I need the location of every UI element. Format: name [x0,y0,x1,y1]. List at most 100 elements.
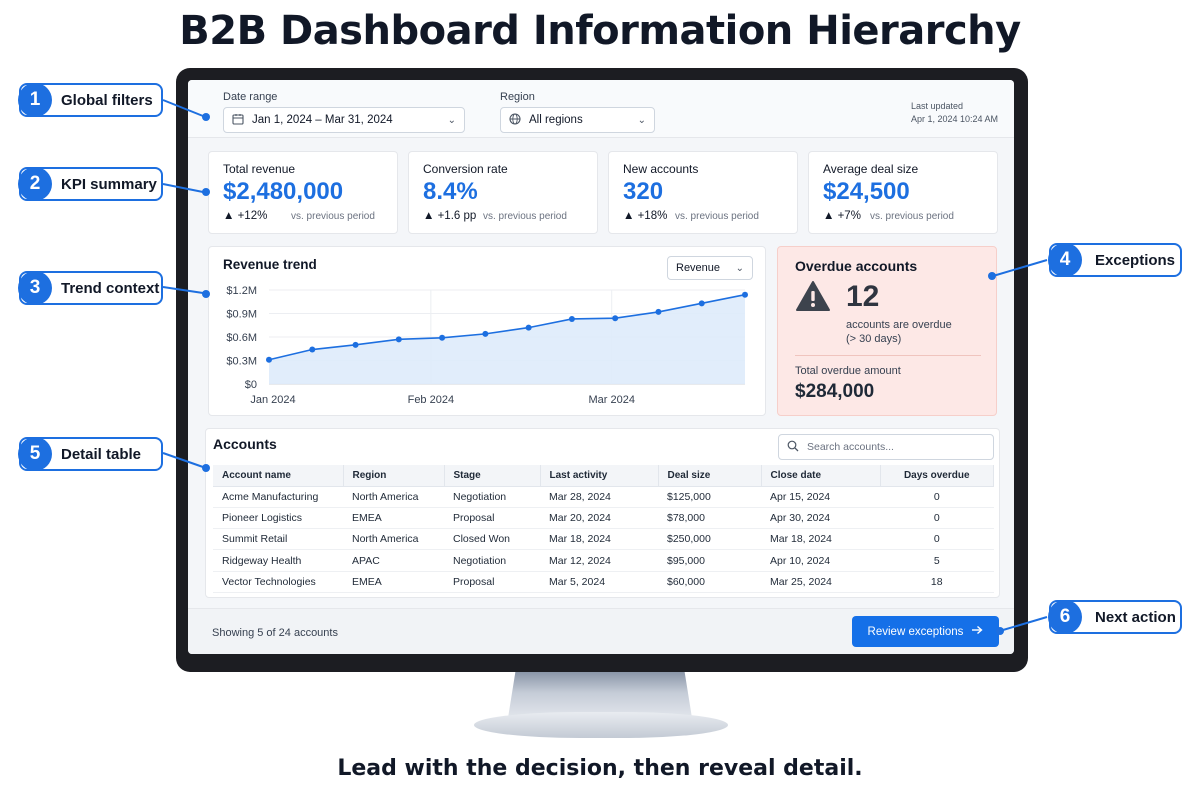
page-title: B2B Dashboard Information Hierarchy [179,8,1021,54]
cell-deal-size: $125,000 [658,486,761,508]
table-row[interactable]: Acme Manufacturing North America Negotia… [213,486,994,508]
callout-label: Detail table [61,446,142,463]
table-row[interactable]: Ridgeway Health APAC Negotiation Mar 12,… [213,549,994,572]
chevron-down-icon: ⌄ [735,262,744,274]
kpi-card-total-revenue[interactable]: Total revenue $2,480,000 ▲ +12% vs. prev… [208,151,398,234]
monitor-stand [508,672,692,718]
column-header[interactable]: Days overdue [880,465,994,487]
kpi-value: $2,480,000 [223,178,344,205]
kpi-comparison: vs. previous period [291,211,375,222]
kpi-delta: ▲ +18% [623,210,668,222]
chevron-down-icon: ⌄ [637,114,646,126]
data-point [352,341,359,348]
column-header[interactable]: Stage [444,465,541,487]
data-point [309,346,316,353]
cell-close-date: Mar 25, 2024 [761,571,880,593]
trend-title: Revenue trend [223,257,317,272]
cell-close-date: Apr 15, 2024 [761,486,880,508]
cell-days-overdue: 0 [880,528,994,551]
kpi-label: Conversion rate [423,162,508,176]
date-range-select[interactable]: Jan 1, 2024 – Mar 31, 2024 ⌄ [223,107,465,133]
cell-days-overdue: 0 [880,507,994,530]
cell-region: EMEA [343,571,444,593]
region-label: Region [500,91,535,103]
data-point [482,330,489,337]
cell-region: North America [343,528,444,551]
dashboard-screen: Date range Jan 1, 2024 – Mar 31, 2024 ⌄ … [188,80,1014,654]
warning-icon [795,280,831,312]
column-header[interactable]: Deal size [658,465,762,487]
cell-last-activity: Mar 28, 2024 [540,486,658,508]
kpi-card-conversion-rate[interactable]: Conversion rate 8.4% ▲ +1.6 pp vs. previ… [408,151,598,234]
column-header[interactable]: Account name [213,465,344,487]
y-tick-label: $0.3M [226,356,257,368]
x-tick-label: Mar 2024 [588,394,634,406]
search-input[interactable]: Search accounts... [778,434,994,460]
cell-account-name: Vector Technologies [213,571,343,593]
cell-stage: Proposal [444,507,540,530]
cell-account-name: Pioneer Logistics [213,507,343,530]
callout-number: 2 [18,167,52,201]
overdue-accounts-card[interactable]: Overdue accounts 12 accounts are overdue… [777,246,997,416]
data-point [612,315,619,322]
kpi-card-average-deal-size[interactable]: Average deal size $24,500 ▲ +7% vs. prev… [808,151,998,234]
cell-close-date: Mar 18, 2024 [761,528,880,551]
data-point [439,334,446,341]
callout-trend-context: 3 Trend context [18,271,163,305]
table-row[interactable]: Vector Technologies EMEA Proposal Mar 5,… [213,571,994,593]
kpi-card-new-accounts[interactable]: New accounts 320 ▲ +18% vs. previous per… [608,151,798,234]
y-tick-label: $0 [245,379,257,391]
callout-label: Trend context [61,280,160,297]
chevron-down-icon: ⌄ [447,114,456,126]
overdue-desc-line: (> 30 days) [846,333,902,345]
metric-select[interactable]: Revenue ⌄ [667,256,753,280]
callout-label: KPI summary [61,176,157,193]
cell-last-activity: Mar 5, 2024 [540,571,658,593]
y-tick-label: $1.2M [226,285,257,297]
region-select[interactable]: All regions ⌄ [500,107,655,133]
search-icon [787,440,799,455]
globe-icon [509,112,521,128]
cell-stage: Proposal [444,571,540,593]
overdue-amount: $284,000 [795,381,875,402]
kpi-value: 320 [623,178,664,205]
callout-number: 5 [18,437,52,471]
divider [795,355,981,356]
column-header[interactable]: Last activity [540,465,659,487]
cell-deal-size: $95,000 [658,549,761,572]
kpi-label: Total revenue [223,162,296,176]
data-point [742,291,748,298]
date-range-label: Date range [223,91,278,103]
pagination-summary: Showing 5 of 24 accounts [212,627,338,639]
area-fill [269,294,745,384]
date-range-value: Jan 1, 2024 – Mar 31, 2024 [252,114,393,126]
data-point [266,356,272,363]
overdue-amount-label: Total overdue amount [795,365,901,377]
x-tick-label: Jan 2024 [250,394,295,406]
cell-days-overdue: 5 [880,549,994,572]
kpi-delta: ▲ +1.6 pp [423,210,477,222]
monitor-base [474,712,728,738]
column-header[interactable]: Region [343,465,445,487]
table-header-row: Account name Region Stage Last activity … [213,465,994,487]
cell-deal-size: $250,000 [658,528,761,551]
callout-next-action: 6 Next action [1048,600,1182,634]
overdue-count: 12 [846,280,880,313]
column-header[interactable]: Close date [761,465,881,487]
callout-label: Exceptions [1095,252,1176,269]
cell-region: North America [343,486,444,508]
table-row[interactable]: Summit Retail North America Closed Won M… [213,528,994,551]
cell-stage: Negotiation [444,549,540,572]
region-value: All regions [529,114,583,126]
callout-global-filters: 1 Global filters [18,83,163,117]
cell-account-name: Ridgeway Health [213,549,343,572]
table-row[interactable]: Pioneer Logistics EMEA Proposal Mar 20, … [213,507,994,530]
data-point [568,315,575,322]
cell-last-activity: Mar 20, 2024 [540,507,658,530]
last-updated: Last updated Apr 1, 2024 10:24 AM [911,100,998,126]
cell-deal-size: $60,000 [658,571,761,593]
kpi-delta: ▲ +7% [823,210,861,222]
review-exceptions-button[interactable]: Review exceptions [852,616,999,647]
cell-last-activity: Mar 18, 2024 [540,528,658,551]
x-tick-label: Feb 2024 [408,394,454,406]
